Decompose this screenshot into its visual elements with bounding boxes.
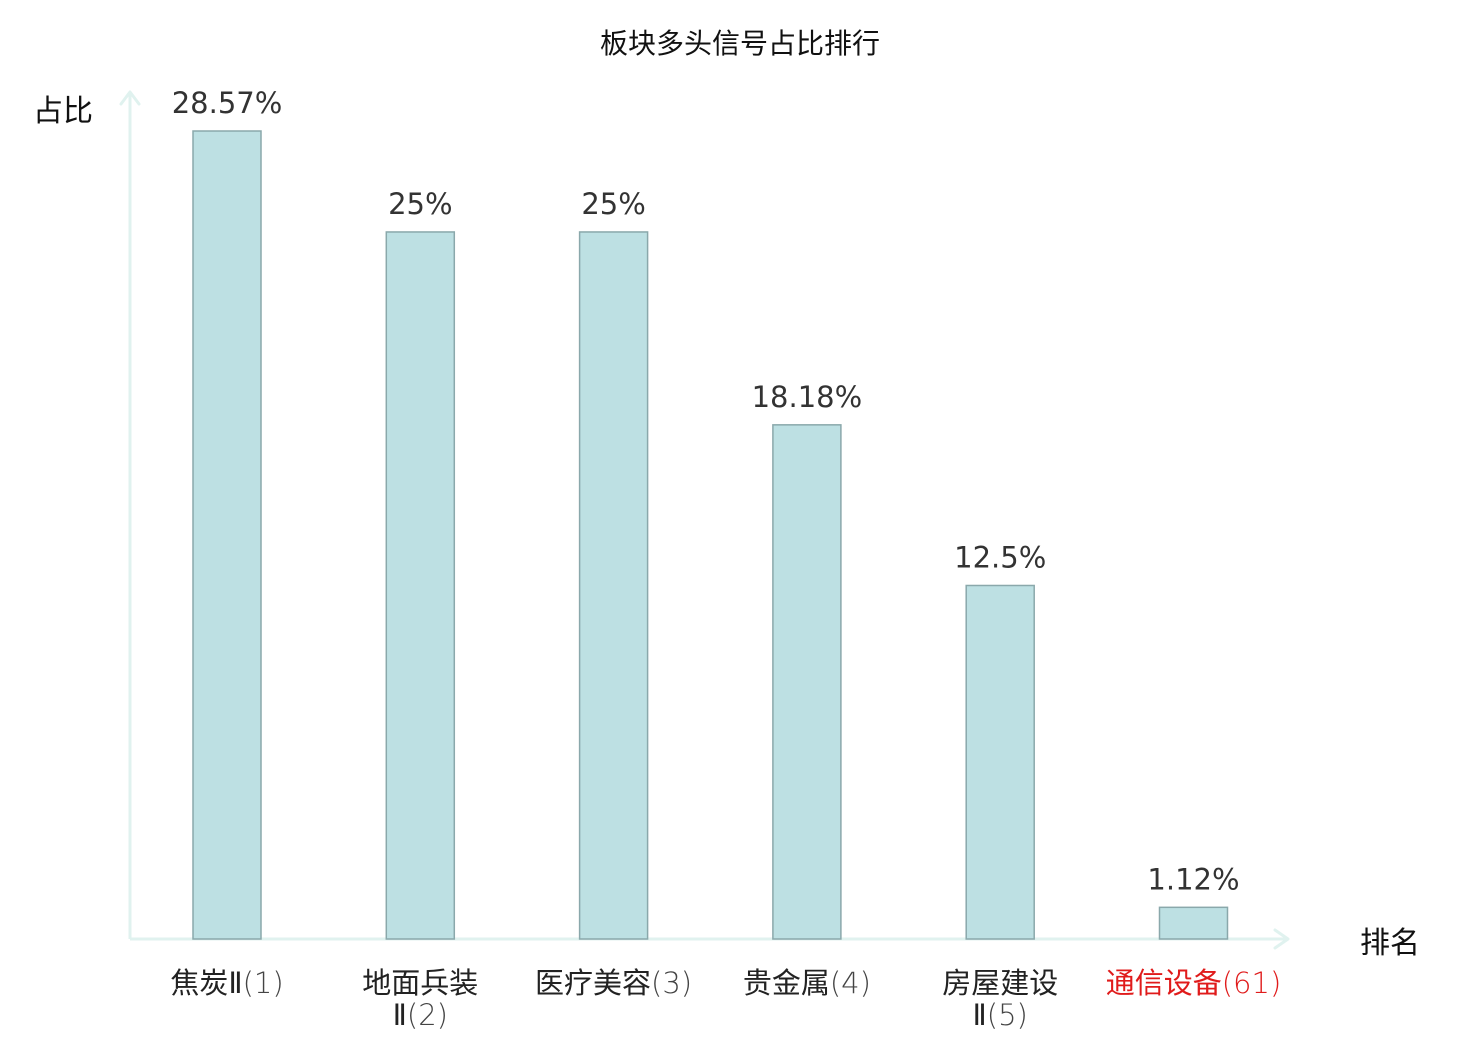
bar xyxy=(772,424,842,940)
y-axis-label: 占比 xyxy=(33,94,93,129)
category-name: 贵金属 xyxy=(743,966,830,1000)
value-label-group: 28.57% 25% 25% 18.18% 12.5% 1.12% xyxy=(172,86,1240,896)
x-axis-label: 排名 xyxy=(1360,926,1420,961)
category-rank: (3) xyxy=(651,966,692,1000)
axes xyxy=(119,90,1290,950)
category-name: Ⅱ xyxy=(973,998,987,1032)
bar xyxy=(1158,906,1229,940)
bar xyxy=(385,231,456,940)
x-axis-arrow xyxy=(1273,928,1290,950)
bar-group xyxy=(192,130,1229,940)
category-rank: (1) xyxy=(243,966,284,1000)
category-name: 焦炭Ⅱ xyxy=(170,966,242,1000)
y-axis-arrow xyxy=(119,90,141,106)
x-tick-label: 贵金属(4) xyxy=(743,966,871,1000)
category-name: 地面兵装 xyxy=(362,966,478,1000)
data-label: 12.5% xyxy=(954,540,1046,574)
data-label: 25% xyxy=(388,187,452,221)
data-label: 1.12% xyxy=(1147,862,1239,896)
data-label: 25% xyxy=(581,187,645,221)
bar xyxy=(965,584,1035,940)
category-rank: (5) xyxy=(987,998,1028,1032)
category-name: Ⅱ xyxy=(393,998,407,1032)
x-tick-label: Ⅱ(5) xyxy=(973,998,1028,1032)
bar xyxy=(192,130,262,940)
bar xyxy=(578,231,649,940)
category-name: 通信设备 xyxy=(1106,966,1222,1000)
category-name: 房屋建设 xyxy=(942,966,1058,1000)
x-tick-label: 通信设备(61) xyxy=(1106,966,1282,1000)
x-tick-label: Ⅱ(2) xyxy=(393,998,448,1032)
x-tick-label: 焦炭Ⅱ(1) xyxy=(170,966,283,1000)
category-rank: (61) xyxy=(1222,966,1282,1000)
data-label: 18.18% xyxy=(752,380,863,414)
category-rank: (4) xyxy=(830,966,871,1000)
data-label: 28.57% xyxy=(172,86,283,120)
category-rank: (2) xyxy=(407,998,448,1032)
x-tick-label: 医疗美容(3) xyxy=(535,966,692,1000)
x-tick-label: 地面兵装 xyxy=(362,966,478,1000)
chart-title: 板块多头信号占比排行 xyxy=(600,27,880,60)
category-name: 医疗美容 xyxy=(535,966,651,1000)
x-tick-label: 房屋建设 xyxy=(942,966,1058,1000)
